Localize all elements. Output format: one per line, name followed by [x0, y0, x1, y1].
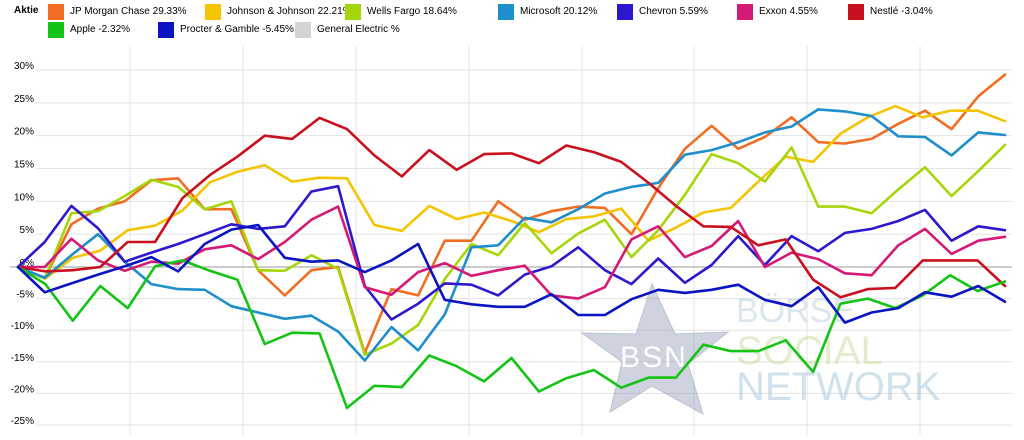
watermark-line-3: NETWORK	[736, 365, 941, 409]
series-line	[16, 104, 1007, 280]
series-line	[16, 116, 1007, 299]
watermark-star-letters: BSN	[620, 341, 688, 374]
y-tick-label: 10%	[14, 192, 34, 203]
y-tick-label: -15%	[11, 353, 34, 364]
series-line	[16, 108, 1007, 362]
legend-label: Nestlé -3.04%	[870, 6, 933, 17]
series-line	[16, 223, 1007, 324]
legend-label: Apple -2.32%	[70, 24, 131, 35]
y-tick-label: 20%	[14, 127, 34, 138]
legend-swatch	[345, 4, 361, 20]
legend: Aktie JP Morgan Chase 29.33% Johnson & Jo…	[0, 0, 1024, 44]
y-tick-label: -5%	[16, 290, 34, 301]
series-line	[16, 259, 1007, 410]
watermark: BSN BÖRSE SOCIAL NETWORK	[580, 282, 941, 416]
legend-label: Exxon 4.55%	[759, 6, 818, 17]
legend-label: Wells Fargo 18.64%	[367, 6, 457, 17]
legend-swatch	[737, 4, 753, 20]
legend-label: Microsoft 20.12%	[520, 6, 598, 17]
y-tick-label: -25%	[11, 416, 34, 427]
legend-label: Chevron 5.59%	[639, 6, 708, 17]
legend-title: Aktie	[14, 5, 39, 16]
legend-label: General Electric %	[317, 24, 400, 35]
y-tick-label: -20%	[11, 384, 34, 395]
legend-swatch	[48, 22, 64, 38]
legend-swatch	[205, 4, 221, 20]
series-line	[16, 73, 1007, 355]
legend-swatch	[617, 4, 633, 20]
legend-swatch	[498, 4, 514, 20]
y-tick-label: 15%	[14, 160, 34, 171]
legend-swatch	[848, 4, 864, 20]
y-tick-label: -10%	[11, 321, 34, 332]
watermark-star-icon	[580, 282, 730, 416]
series-line	[16, 184, 1007, 321]
legend-swatch	[158, 22, 174, 38]
legend-label: JP Morgan Chase 29.33%	[70, 6, 187, 17]
y-tick-label: 5%	[20, 225, 35, 236]
y-tick-label: 30%	[14, 61, 34, 72]
legend-label: Johnson & Johnson 22.21%	[227, 6, 352, 17]
series-lines	[16, 73, 1007, 410]
legend-swatch	[48, 4, 64, 20]
y-tick-label: 25%	[14, 94, 34, 105]
series-line	[16, 143, 1007, 357]
y-axis-ticks: 30% 25% 20% 15% 10% 5% 0% -5% -10% -15% -20% -25%	[11, 61, 34, 427]
legend-swatch	[295, 22, 311, 38]
legend-label: Procter & Gamble -5.45%	[180, 24, 294, 35]
y-tick-label: 0%	[20, 258, 35, 269]
